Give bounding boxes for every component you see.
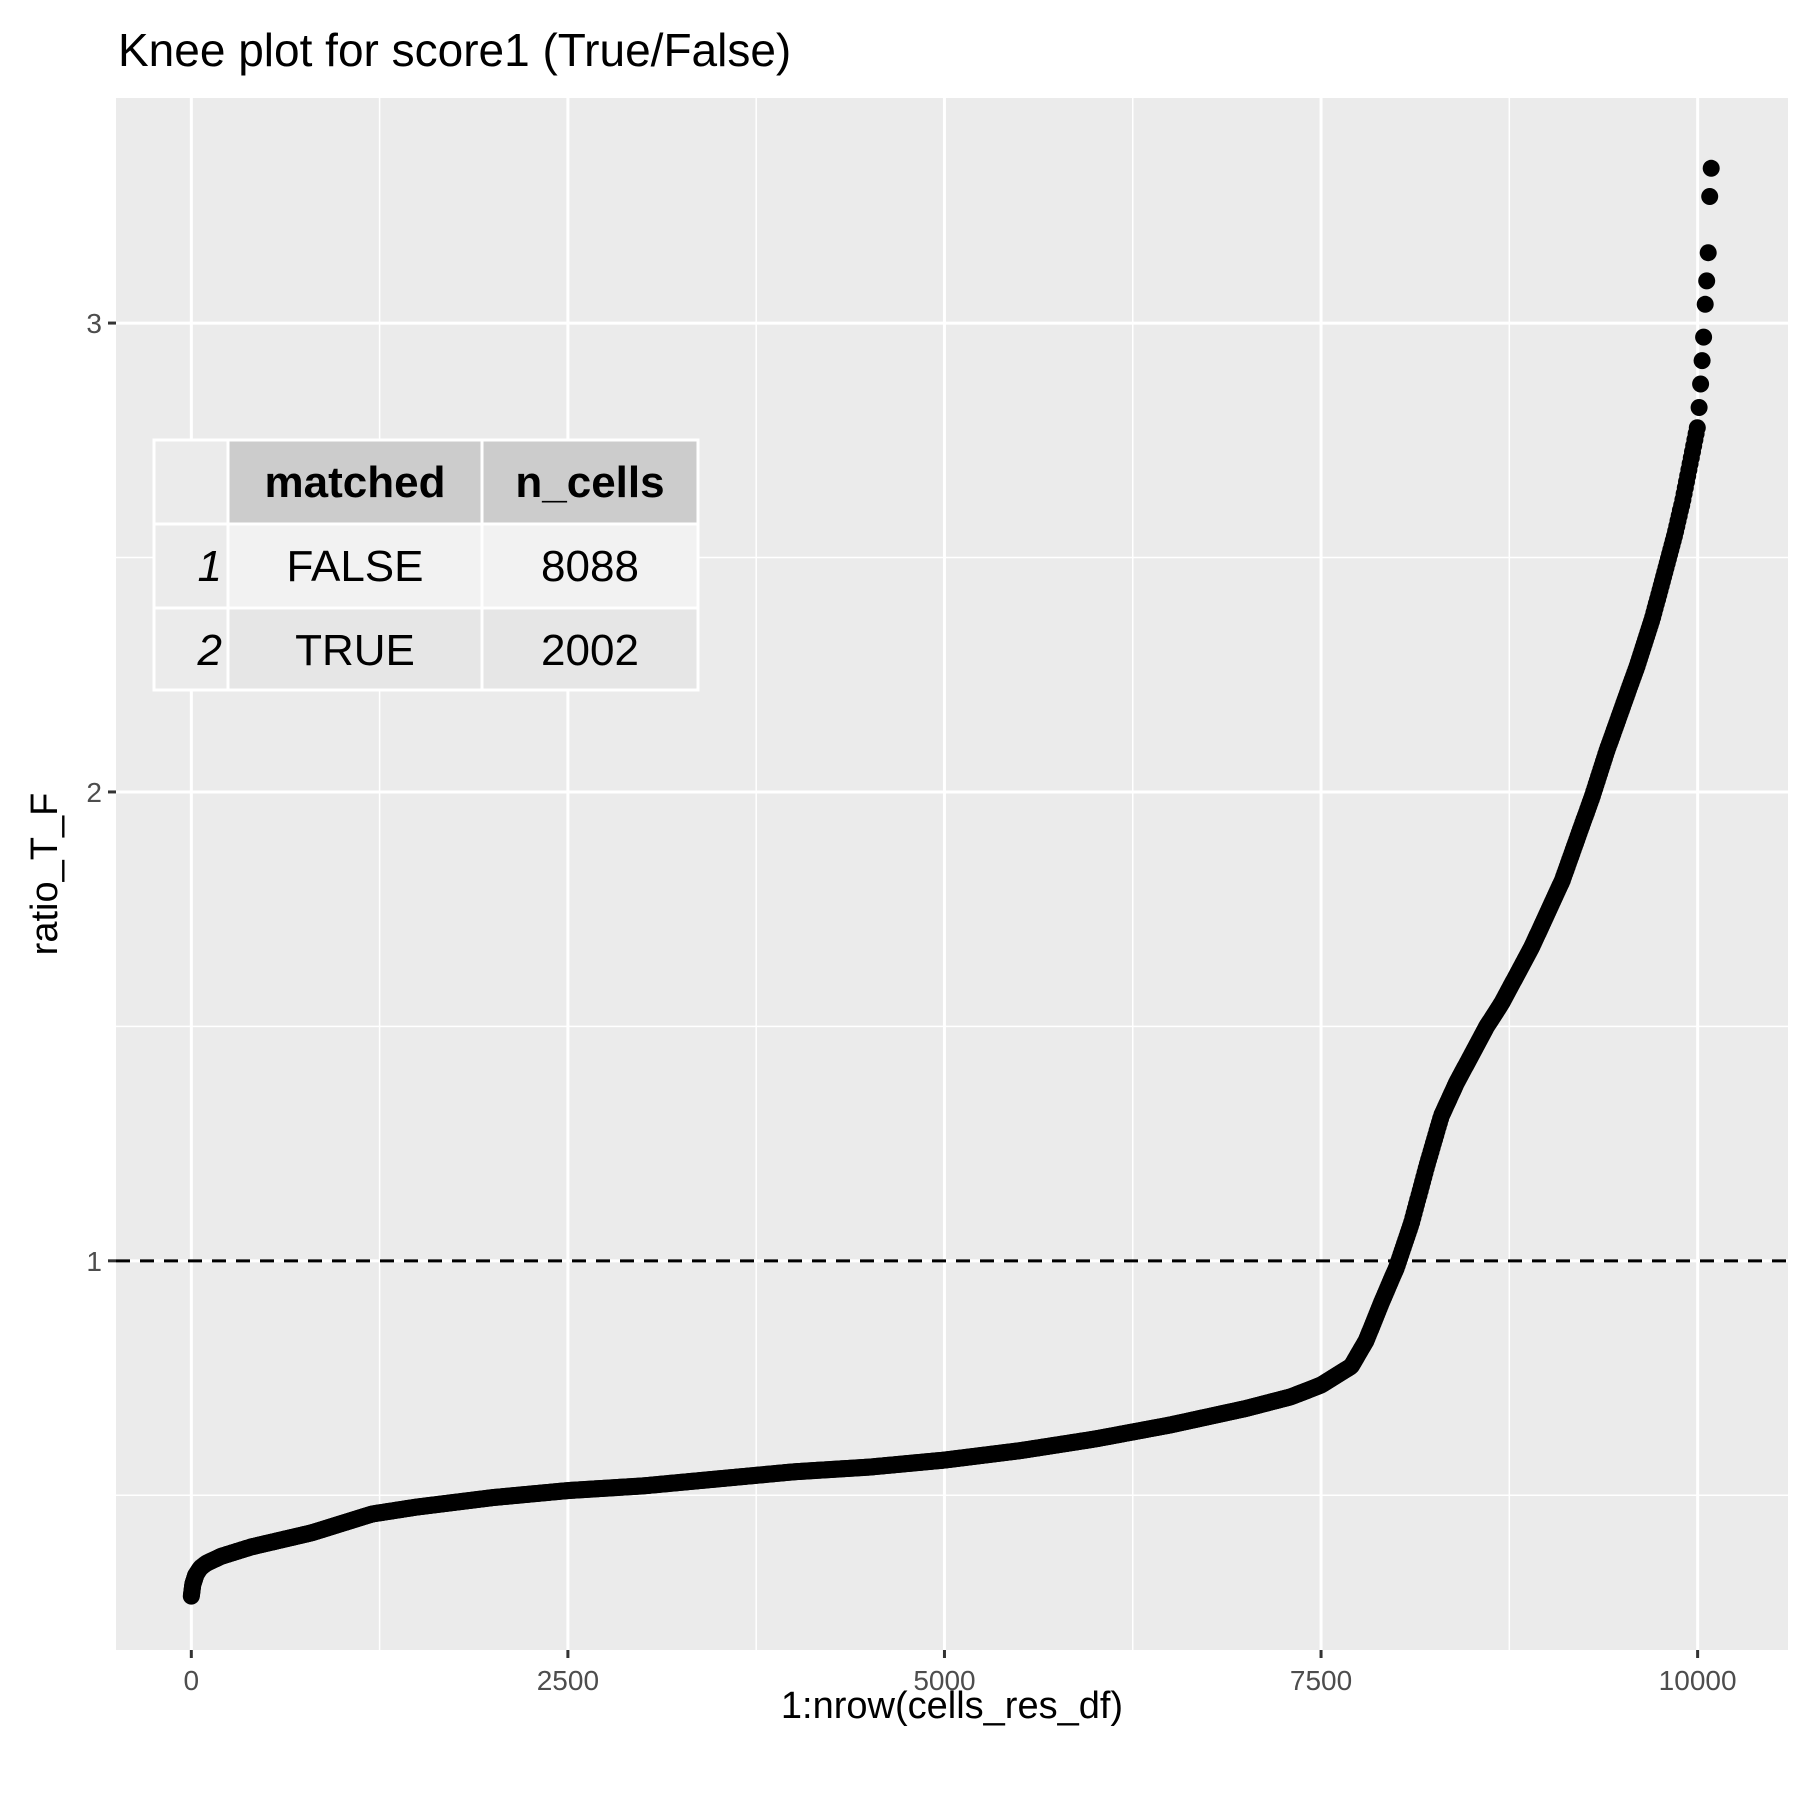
- table-cell-matched: TRUE: [295, 626, 415, 675]
- data-points: [182, 159, 1720, 1605]
- table-row-number: 1: [198, 542, 222, 591]
- data-point: [1690, 399, 1708, 416]
- table-cell-n-cells: 2002: [541, 626, 639, 675]
- y-tick-label: 1: [86, 1246, 102, 1277]
- table-cell-background: [152, 606, 230, 692]
- table-header-matched: matched: [265, 458, 446, 507]
- summary-table: matched n_cells 1 FALSE 8088 2 TRUE 2002: [152, 438, 700, 692]
- plot-panel: [116, 98, 1788, 1650]
- data-point: [1698, 272, 1716, 290]
- data-point: [1693, 352, 1711, 370]
- x-tick-label: 10000: [1659, 1665, 1737, 1696]
- y-tick-label: 3: [86, 308, 102, 339]
- y-axis: 1 2 3: [86, 308, 116, 1277]
- table-cell-background: [152, 438, 230, 526]
- x-axis: 0 2500 5000 7500 10000: [184, 1650, 1737, 1696]
- grid-minor-lines: [116, 98, 1788, 1650]
- x-tick-label: 0: [184, 1665, 200, 1696]
- table-cell-background: [480, 606, 700, 692]
- data-point: [1692, 375, 1710, 393]
- y-axis-title: ratio_T_F: [24, 793, 66, 956]
- y-tick-label: 2: [86, 777, 102, 808]
- data-point: [1701, 188, 1719, 205]
- table-cell-background: [480, 438, 700, 526]
- table-header-n_cells: n_cells: [515, 458, 664, 507]
- x-tick-label: 5000: [913, 1665, 975, 1696]
- data-point: [1702, 159, 1720, 177]
- data-point: [1699, 244, 1717, 262]
- data-point: [1695, 328, 1713, 346]
- x-axis-title: 1:nrow(cells_res_df): [781, 1685, 1123, 1727]
- data-point: [1696, 295, 1714, 313]
- chart-title: Knee plot for score1 (True/False): [118, 24, 791, 76]
- data-point: [1688, 419, 1706, 437]
- x-tick-label: 2500: [537, 1665, 599, 1696]
- table-cell-n-cells: 8088: [541, 542, 639, 591]
- x-tick-label: 7500: [1290, 1665, 1352, 1696]
- table-cell-background: [226, 522, 484, 610]
- table-row-number: 2: [197, 626, 222, 675]
- table-cell-background: [480, 522, 700, 610]
- table-cell-matched: FALSE: [287, 542, 424, 591]
